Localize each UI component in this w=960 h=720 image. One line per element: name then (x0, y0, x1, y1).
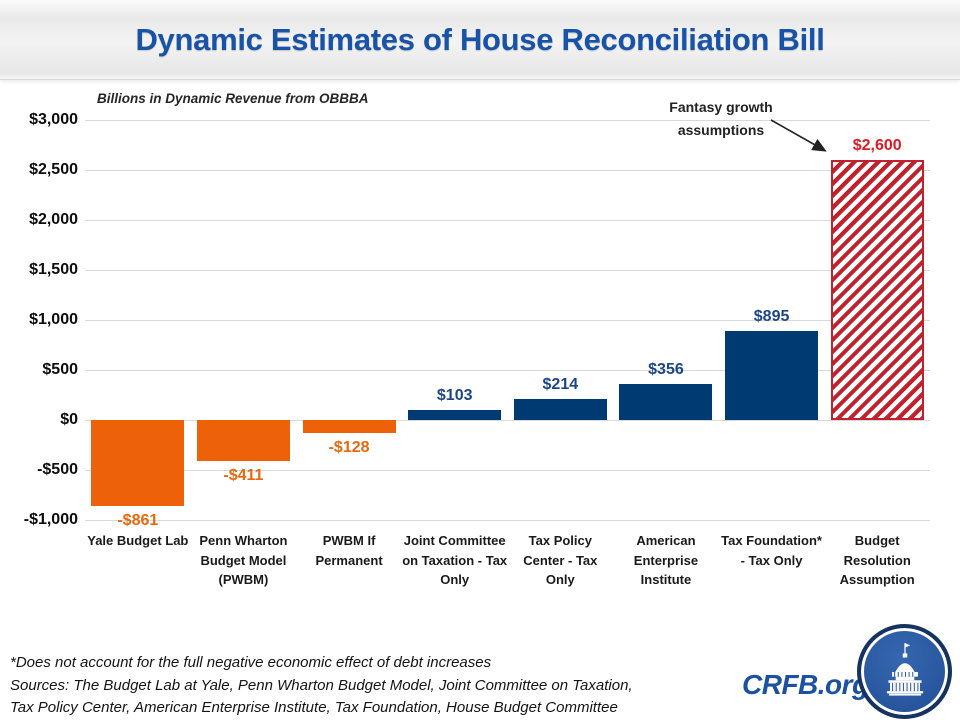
x-axis-category-label: Penn Wharton Budget Model (PWBM) (199, 533, 288, 587)
y-axis-tick-label: $500 (42, 361, 78, 378)
y-axis-tick-label: $1,000 (29, 311, 78, 328)
x-axis-category-label: Budget Resolution Assumption (839, 533, 915, 587)
y-axis-tick-label: $2,000 (29, 211, 78, 228)
gridline (85, 220, 930, 221)
x-axis-category-label: Tax Foundation* - Tax Only (721, 533, 822, 568)
bar-value-label: -$861 (117, 512, 159, 530)
chart-bar-negative (302, 420, 396, 433)
capitol-icon (886, 642, 923, 696)
gridline (85, 370, 930, 371)
crfb-capitol-logo (857, 624, 952, 719)
chart-bar-positive (619, 384, 713, 420)
y-axis-tick-label: $3,000 (29, 111, 78, 128)
bar-value-label: $356 (648, 361, 684, 379)
bar-value-label: $214 (542, 375, 579, 393)
footnote: *Does not account for the full negative … (10, 654, 492, 671)
header-band: Dynamic Estimates of House Reconciliatio… (0, 0, 960, 80)
chart-bar-positive (408, 409, 502, 420)
crfb-logo-text: CRFB.org (742, 669, 869, 700)
chart-bar-positive (725, 330, 819, 420)
chart-bar-negative (196, 420, 290, 462)
chart-bar-hatched (830, 160, 924, 420)
gridline (85, 470, 930, 471)
gridline (85, 270, 930, 271)
y-axis-tick-label: -$1,000 (23, 511, 78, 528)
annotation-text-line2: assumptions (677, 122, 765, 138)
bar-value-label: $103 (436, 386, 473, 404)
chart-bar-positive (513, 398, 607, 420)
y-axis-tick-label: -$500 (37, 461, 78, 478)
x-axis-category-label: Tax Policy Center - Tax Only (523, 533, 598, 587)
y-axis-tick-label: $1,500 (29, 261, 78, 278)
y-axis: $3,000 $2,500 $2,000 $1,500 $1,000 $500 $0 -$50… (0, 111, 78, 528)
gridline (85, 320, 930, 321)
chart-bar-negative (91, 420, 185, 507)
sources-line2: Tax Policy Center, American Enterprise I… (10, 699, 618, 716)
x-axis: Yale Budget Lab Penn Wharton Budget Model… (85, 531, 930, 619)
annotation-text-line1: Fantasy growth (669, 99, 773, 115)
x-axis-category-label: American Enterprise Institute (633, 533, 699, 587)
x-axis-category-label: Yale Budget Lab (87, 533, 189, 548)
bar-value-label: $895 (753, 307, 790, 325)
y-axis-tick-label: $2,500 (29, 161, 78, 178)
gridline (85, 520, 930, 521)
chart-subtitle: Billions in Dynamic Revenue from OBBBA (97, 91, 369, 106)
x-axis-category-label: PWBM If Permanent (315, 533, 383, 568)
gridline (85, 120, 930, 121)
x-axis-category-label: Joint Committee on Taxation - Tax Only (402, 533, 508, 587)
bar-value-label: -$411 (223, 467, 264, 485)
y-axis-tick-label: $0 (60, 411, 78, 428)
bar-value-label: -$128 (328, 438, 370, 456)
gridline (85, 170, 930, 171)
page-title: Dynamic Estimates of House Reconciliatio… (135, 21, 825, 57)
bar-value-label: $2,600 (852, 137, 902, 154)
gridline (85, 420, 930, 421)
sources-line1: Sources: The Budget Lab at Yale, Penn Wh… (10, 677, 633, 694)
plot-area: -$861 -$411 -$128 $103 $214 $356 $895 $2,600 (85, 120, 930, 529)
